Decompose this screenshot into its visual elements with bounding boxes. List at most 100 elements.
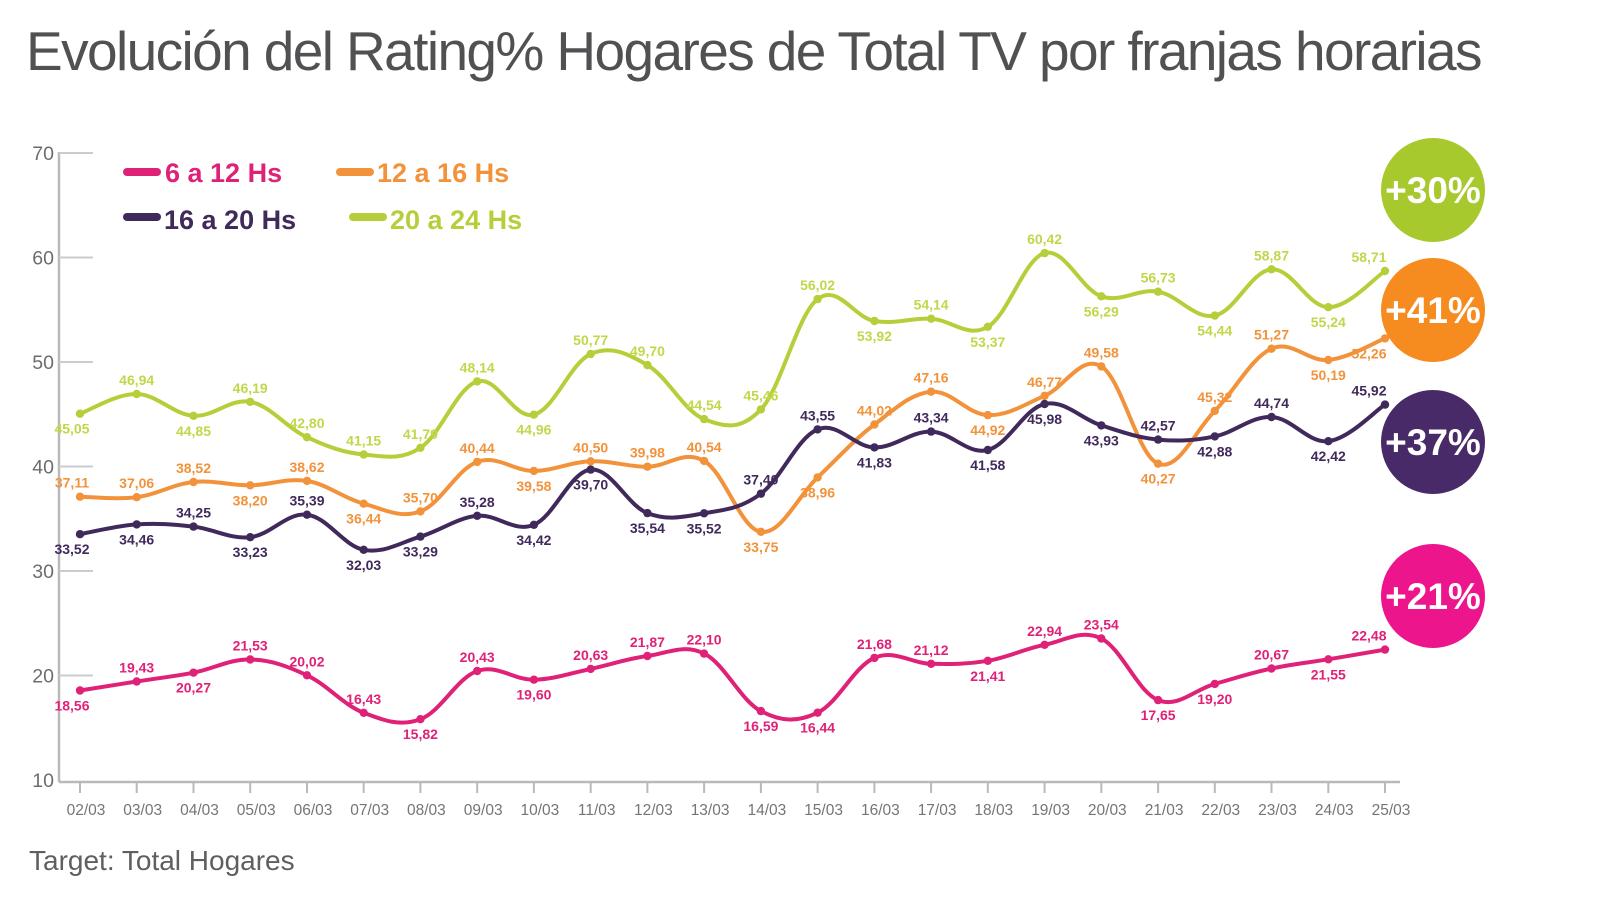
svg-text:20,67: 20,67: [1254, 647, 1289, 663]
svg-text:19,43: 19,43: [119, 660, 154, 676]
svg-text:42,80: 42,80: [289, 415, 324, 431]
svg-text:38,20: 38,20: [233, 492, 268, 508]
svg-text:42,88: 42,88: [1197, 443, 1232, 459]
svg-text:38,52: 38,52: [176, 460, 211, 476]
svg-text:19,60: 19,60: [516, 687, 551, 703]
svg-text:15,82: 15,82: [403, 726, 438, 742]
svg-text:45,46: 45,46: [743, 387, 778, 403]
svg-text:40: 40: [32, 457, 54, 479]
svg-text:53,37: 53,37: [970, 334, 1005, 350]
svg-text:12/03: 12/03: [634, 802, 673, 819]
svg-text:43,55: 43,55: [800, 407, 835, 423]
svg-text:20,43: 20,43: [460, 649, 495, 665]
svg-text:44,85: 44,85: [176, 423, 211, 439]
svg-text:56,29: 56,29: [1084, 303, 1119, 319]
svg-text:22/03: 22/03: [1201, 802, 1240, 819]
svg-text:17,65: 17,65: [1141, 707, 1176, 723]
svg-text:35,54: 35,54: [630, 520, 665, 536]
svg-text:43,93: 43,93: [1084, 432, 1119, 448]
svg-text:06/03: 06/03: [294, 802, 333, 819]
svg-text:39,58: 39,58: [516, 478, 551, 494]
svg-text:10/03: 10/03: [521, 802, 560, 819]
svg-text:16,59: 16,59: [743, 718, 778, 734]
svg-text:45,98: 45,98: [1027, 411, 1062, 427]
svg-text:44,02: 44,02: [857, 403, 892, 419]
svg-text:32,03: 32,03: [346, 557, 381, 573]
svg-text:34,42: 34,42: [516, 532, 551, 548]
svg-text:46,94: 46,94: [119, 372, 154, 388]
svg-text:18,56: 18,56: [54, 698, 89, 714]
svg-text:13/03: 13/03: [691, 802, 730, 819]
svg-text:+41%: +41%: [1385, 290, 1481, 331]
svg-text:16 a 20 Hs: 16 a 20 Hs: [164, 205, 296, 235]
svg-text:44,74: 44,74: [1254, 395, 1289, 411]
svg-text:37,40: 37,40: [743, 472, 778, 488]
svg-text:44,54: 44,54: [687, 397, 722, 413]
svg-text:33,52: 33,52: [54, 541, 89, 557]
svg-text:20,27: 20,27: [176, 680, 211, 696]
svg-text:24/03: 24/03: [1315, 802, 1354, 819]
svg-text:21/03: 21/03: [1145, 802, 1184, 819]
svg-text:41,15: 41,15: [346, 433, 381, 449]
svg-text:56,73: 56,73: [1141, 270, 1176, 286]
svg-text:33,29: 33,29: [403, 544, 438, 560]
svg-text:20 a 24 Hs: 20 a 24 Hs: [390, 205, 522, 235]
svg-text:46,19: 46,19: [233, 380, 268, 396]
svg-text:50,19: 50,19: [1311, 367, 1346, 383]
svg-text:16,44: 16,44: [800, 720, 835, 736]
svg-text:20,02: 20,02: [289, 653, 324, 669]
svg-text:6 a 12 Hs: 6 a 12 Hs: [165, 158, 282, 188]
svg-text:44,92: 44,92: [970, 422, 1005, 438]
svg-text:50: 50: [32, 352, 54, 374]
svg-text:47,16: 47,16: [914, 370, 949, 386]
svg-text:37,06: 37,06: [119, 475, 154, 491]
svg-text:46,77: 46,77: [1027, 374, 1062, 390]
svg-text:12 a 16 Hs: 12 a 16 Hs: [377, 158, 509, 188]
svg-text:58,87: 58,87: [1254, 247, 1289, 263]
svg-text:45,92: 45,92: [1351, 383, 1386, 399]
svg-text:23,54: 23,54: [1084, 617, 1119, 633]
svg-text:34,25: 34,25: [176, 505, 211, 521]
svg-text:42,42: 42,42: [1311, 448, 1346, 464]
svg-text:49,70: 49,70: [630, 343, 665, 359]
svg-text:39,98: 39,98: [630, 445, 665, 461]
svg-text:52,26: 52,26: [1351, 345, 1386, 361]
svg-text:35,70: 35,70: [403, 489, 438, 505]
svg-text:55,24: 55,24: [1311, 314, 1346, 330]
svg-text:40,27: 40,27: [1141, 471, 1176, 487]
svg-text:40,50: 40,50: [573, 439, 608, 455]
svg-text:25/03: 25/03: [1372, 802, 1411, 819]
svg-text:22,10: 22,10: [687, 632, 722, 648]
svg-text:56,02: 56,02: [800, 277, 835, 293]
svg-text:30: 30: [32, 561, 54, 583]
svg-text:49,58: 49,58: [1084, 344, 1119, 360]
svg-text:23/03: 23/03: [1258, 802, 1297, 819]
svg-text:34,46: 34,46: [119, 531, 154, 547]
svg-text:20: 20: [32, 666, 54, 688]
svg-text:41,79: 41,79: [403, 426, 438, 442]
svg-text:54,14: 54,14: [914, 297, 949, 313]
svg-text:07/03: 07/03: [350, 802, 389, 819]
svg-text:04/03: 04/03: [180, 802, 219, 819]
svg-text:58,71: 58,71: [1351, 249, 1386, 265]
svg-text:35,52: 35,52: [687, 520, 722, 536]
svg-text:60,42: 60,42: [1027, 231, 1062, 247]
svg-text:05/03: 05/03: [237, 802, 276, 819]
svg-text:21,87: 21,87: [630, 634, 665, 650]
svg-text:50,77: 50,77: [573, 332, 608, 348]
svg-text:45,32: 45,32: [1197, 389, 1232, 405]
svg-text:33,23: 33,23: [233, 544, 268, 560]
svg-text:08/03: 08/03: [407, 802, 446, 819]
svg-text:20,63: 20,63: [573, 647, 608, 663]
svg-text:19,20: 19,20: [1197, 691, 1232, 707]
svg-text:43,34: 43,34: [914, 410, 949, 426]
svg-text:15/03: 15/03: [804, 802, 843, 819]
svg-text:45,05: 45,05: [54, 421, 89, 437]
svg-text:02/03: 02/03: [67, 802, 106, 819]
svg-text:33,75: 33,75: [743, 539, 778, 555]
svg-text:22,48: 22,48: [1351, 628, 1386, 644]
svg-text:14/03: 14/03: [748, 802, 787, 819]
svg-text:35,39: 35,39: [289, 493, 324, 509]
svg-text:21,41: 21,41: [970, 668, 1005, 684]
svg-text:42,57: 42,57: [1141, 418, 1176, 434]
